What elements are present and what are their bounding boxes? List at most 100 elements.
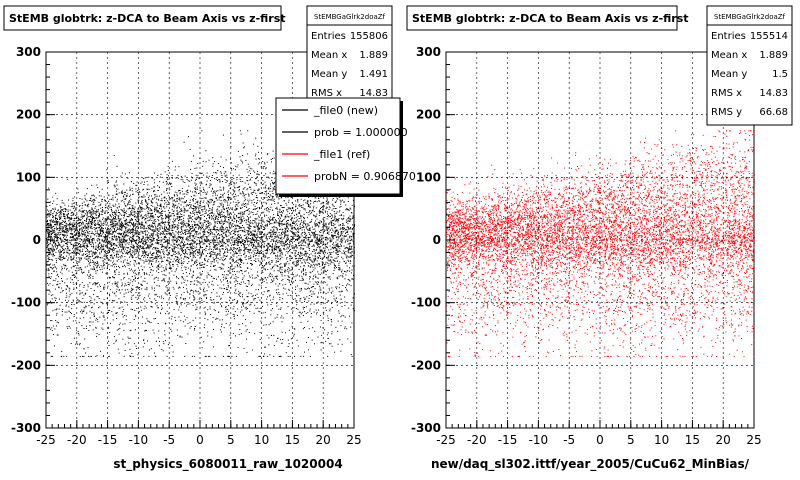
data-point [142, 346, 144, 348]
data-point [152, 202, 154, 204]
data-point [256, 225, 258, 227]
data-point [236, 264, 238, 266]
data-point [342, 275, 344, 277]
data-point [50, 266, 52, 268]
data-point [86, 214, 88, 216]
data-point [291, 308, 293, 310]
data-point [175, 269, 177, 271]
data-point [135, 191, 137, 193]
data-point [306, 201, 308, 203]
data-point [55, 240, 57, 242]
data-point [286, 224, 288, 226]
data-point [240, 269, 242, 271]
data-point [55, 258, 57, 260]
data-point [216, 248, 218, 250]
data-point [281, 256, 283, 258]
data-point [216, 227, 218, 229]
data-point [141, 231, 143, 233]
data-point [243, 302, 245, 304]
data-point [290, 338, 292, 340]
data-point [58, 242, 60, 244]
data-point [264, 265, 266, 266]
data-point [208, 252, 210, 254]
data-point [108, 249, 110, 251]
data-point [141, 181, 143, 183]
data-point [316, 215, 318, 217]
data-point [348, 243, 350, 245]
data-point [131, 290, 133, 292]
data-point [190, 226, 191, 228]
data-point [127, 177, 129, 179]
data-point [76, 249, 78, 251]
data-point [78, 333, 80, 334]
data-point [234, 217, 236, 219]
data-point [290, 219, 292, 221]
data-point [115, 214, 117, 216]
data-point [149, 228, 151, 230]
data-point [193, 255, 195, 257]
data-point [277, 196, 279, 198]
data-point [76, 223, 78, 225]
data-point [264, 191, 266, 192]
data-point [135, 227, 137, 229]
data-point [260, 249, 262, 251]
data-point [234, 243, 236, 245]
data-point [269, 216, 271, 218]
data-point [248, 227, 250, 229]
data-point [88, 222, 90, 224]
data-point [91, 207, 93, 209]
data-point [315, 207, 317, 209]
data-point [167, 195, 169, 197]
data-point [149, 246, 151, 248]
data-point [115, 245, 117, 247]
data-point [137, 214, 139, 216]
data-point [53, 345, 55, 347]
data-point [73, 218, 75, 220]
data-point [273, 270, 275, 272]
data-point [203, 295, 205, 297]
data-point [94, 221, 95, 223]
data-point [79, 267, 81, 269]
data-point [295, 289, 296, 290]
data-point [164, 334, 166, 336]
data-point [140, 245, 141, 247]
data-point [81, 254, 83, 256]
data-point [165, 246, 167, 248]
data-point [166, 192, 168, 194]
data-point [278, 218, 280, 220]
data-point [107, 229, 109, 231]
data-point [256, 218, 258, 220]
data-point [265, 168, 267, 170]
data-point [68, 224, 70, 226]
data-point [103, 261, 105, 263]
data-point [309, 210, 311, 212]
data-point [291, 210, 292, 211]
data-point [277, 293, 279, 295]
data-point [66, 249, 68, 251]
data-point [220, 222, 222, 224]
data-point [111, 242, 113, 244]
data-point [124, 315, 126, 316]
data-point [218, 199, 220, 201]
data-point [117, 216, 119, 218]
data-point [337, 218, 339, 220]
data-point [222, 228, 224, 230]
data-point [246, 168, 248, 170]
data-point [285, 235, 287, 236]
data-point [60, 232, 62, 234]
data-point [245, 222, 247, 224]
data-point [220, 230, 222, 232]
data-point [157, 235, 159, 237]
data-point [98, 233, 100, 235]
data-point [209, 241, 211, 243]
data-point [196, 213, 198, 215]
data-point [72, 197, 74, 199]
data-point [248, 175, 250, 176]
data-point [112, 219, 114, 221]
data-point [196, 243, 198, 245]
data-point [239, 296, 241, 297]
data-point [158, 239, 160, 241]
data-point [122, 311, 124, 313]
data-point [52, 226, 53, 228]
data-point [134, 260, 136, 262]
